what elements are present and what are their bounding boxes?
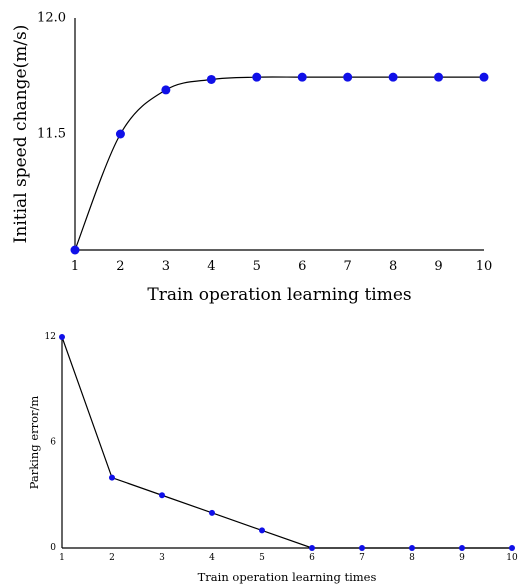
y-tick-label: 12.0 [37,11,66,26]
data-point [206,74,216,84]
series-line [74,76,484,251]
y-axis-label: Initial speed change(m/s) [11,25,31,244]
data-point [343,72,353,82]
data-point [309,545,315,551]
x-tick-label: 2 [116,259,124,274]
x-tick-label: 5 [253,259,261,274]
x-axis-label: Train operation learning times [198,570,377,584]
series-points [70,72,489,255]
y-axis-label: Parking error/m [27,396,41,490]
data-point [509,545,515,551]
data-point [159,492,165,499]
x-tick-label: 1 [71,259,79,274]
x-tick-label: 1 [59,553,65,563]
x-tick-label: 7 [344,259,352,274]
y-tick-label: 12 [45,332,56,342]
x-tick-label: 9 [459,553,465,563]
x-tick-label: 7 [359,553,365,563]
data-point [434,72,444,82]
chart-initial-speed: 1 2 3 4 5 6 7 8 9 10 11.5 12.0 Train operation lear… [11,11,492,306]
series-line [61,336,512,549]
y-tick-label: 6 [50,438,56,448]
x-tick-label: 3 [162,259,170,274]
x-tick-label: 8 [389,259,397,274]
x-tick-label: 8 [409,553,415,563]
x-tick-label: 9 [434,259,442,274]
x-tick-label: 10 [476,259,493,274]
x-tick-label: 5 [259,553,265,563]
data-point [388,72,398,82]
x-tick-label: 10 [506,553,518,563]
x-tick-label: 4 [207,259,215,274]
data-point [459,545,465,551]
data-point [115,129,125,139]
data-point [161,85,171,95]
x-axis-label: Train operation learning times [147,285,411,305]
data-point [359,545,365,551]
series-points [59,334,515,551]
y-tick-label: 0 [50,543,56,553]
data-point [70,245,80,255]
data-point [479,72,489,82]
data-point [409,545,415,551]
data-point [259,527,265,534]
y-tick-label: 11.5 [37,127,66,142]
tick-labels: 1 2 3 4 5 6 7 8 9 10 11.5 12.0 [37,11,492,275]
x-tick-label: 6 [298,259,306,274]
data-point [209,509,215,516]
x-tick-label: 6 [309,553,315,563]
data-point [59,334,65,340]
data-point [252,72,262,82]
x-tick-label: 3 [159,553,165,563]
x-tick-label: 2 [109,553,115,563]
data-point [297,72,307,82]
data-point [109,474,115,481]
x-tick-label: 4 [209,553,215,563]
